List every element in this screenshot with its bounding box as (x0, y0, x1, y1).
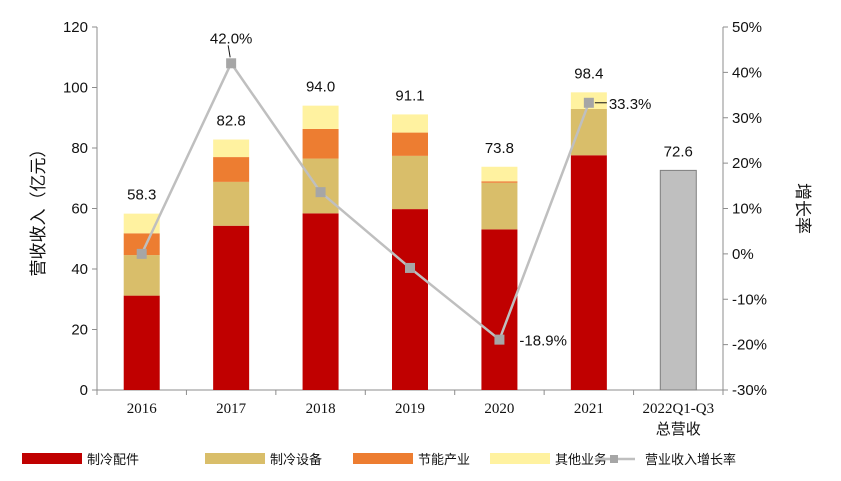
bar-segment (481, 181, 518, 183)
bar-segment (392, 114, 428, 133)
bar-segment (302, 128, 339, 159)
growth-marker (226, 58, 237, 69)
legend-label: 节能产业 (418, 452, 470, 467)
bar-segment (123, 233, 160, 256)
y2-tick-label: 20% (732, 155, 762, 172)
bar-total-label: 94.0 (306, 79, 335, 96)
x-tick-label: 2022Q1-Q3 总营收 (642, 401, 714, 438)
bar-segment (213, 157, 250, 182)
bar-total-label: 91.1 (395, 87, 424, 104)
legend-label: 制冷配件 (87, 452, 139, 467)
legend-swatch (490, 453, 550, 464)
growth-label: -18.9% (519, 333, 567, 350)
y-tick-label: 80 (71, 140, 88, 157)
y-tick-label: 0 (80, 382, 88, 399)
bar-segment (392, 209, 428, 390)
growth-label-leader (227, 45, 231, 58)
bar-total-label: 58.3 (127, 187, 156, 204)
bar-total-label: 82.8 (217, 113, 246, 130)
y-tick-label: 120 (63, 19, 88, 36)
legend-label: 营业收入增长率 (645, 452, 736, 467)
bar-segment (302, 158, 339, 214)
x-tick-label: 2018 (306, 401, 336, 417)
bar-segment (123, 255, 160, 296)
bar-segment (213, 225, 250, 390)
bar-total-label: 98.4 (574, 65, 603, 82)
bar-segment (481, 182, 518, 230)
legend-swatch (353, 453, 413, 464)
x-tick-label: 2020 (484, 401, 514, 417)
y-axis-title: 营收收入（亿元） (29, 141, 48, 277)
legend-label: 其他业务 (555, 452, 607, 467)
y-tick-label: 100 (63, 80, 88, 97)
growth-label: 33.3% (609, 96, 652, 113)
y2-tick-label: 40% (732, 64, 762, 81)
y2-tick-label: 10% (732, 201, 762, 218)
bar-total-label: 73.8 (485, 140, 514, 157)
bar-segment (123, 213, 160, 234)
bar-segment (570, 155, 607, 390)
growth-marker (583, 97, 594, 108)
bar-segment (213, 139, 250, 158)
growth-marker (136, 248, 147, 259)
y2-axis-title: 增长率 (793, 183, 812, 234)
y-tick-label: 20 (71, 322, 88, 339)
bar-segment (123, 295, 160, 390)
legend-swatch (22, 453, 82, 464)
bar-segment (302, 105, 339, 129)
growth-marker (315, 187, 326, 198)
legend-marker (610, 455, 618, 463)
y2-tick-label: 0% (732, 246, 754, 263)
x-tick-label: 2016 (127, 401, 158, 417)
x-tick-label: 2019 (395, 401, 425, 417)
growth-label: 42.0% (210, 30, 253, 47)
y2-tick-label: 50% (732, 19, 762, 36)
bar-segment (213, 181, 250, 226)
y2-tick-label: 30% (732, 110, 762, 127)
bar-segment (570, 108, 607, 156)
bar-segment (302, 213, 339, 390)
growth-marker (405, 262, 415, 273)
growth-marker (494, 334, 505, 345)
bar-segment (392, 132, 428, 156)
bar-segment (481, 166, 518, 182)
legend-label: 制冷设备 (270, 452, 322, 467)
bar-total-label: 72.6 (664, 143, 693, 160)
y-tick-label: 60 (71, 201, 88, 218)
y2-tick-label: -10% (732, 291, 767, 308)
x-tick-label: 2017 (216, 401, 247, 417)
bar-segment (392, 155, 428, 210)
growth-line (140, 60, 591, 342)
y2-tick-label: -30% (732, 382, 767, 399)
x-tick-label: 2021 (574, 401, 604, 417)
y-tick-label: 40 (71, 261, 88, 278)
bar-segment (659, 169, 697, 391)
legend-swatch (205, 453, 265, 464)
y2-tick-label: -20% (732, 337, 767, 354)
